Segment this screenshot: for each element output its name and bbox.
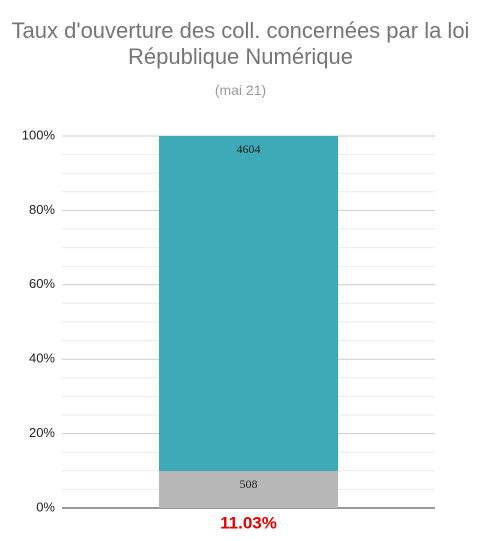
data-label: 508 xyxy=(240,477,258,491)
chart-subtitle: (mai 21) xyxy=(214,82,267,98)
bar-segment xyxy=(158,471,339,508)
y-tick-label: 100% xyxy=(22,127,56,142)
x-tick-label: 11.03% xyxy=(220,513,277,532)
bar-segment xyxy=(158,136,339,472)
y-tick-label: 80% xyxy=(29,202,55,217)
data-label: 4604 xyxy=(237,142,261,156)
y-tick-label: 0% xyxy=(36,499,55,514)
y-tick-label: 60% xyxy=(29,276,55,291)
y-tick-label: 40% xyxy=(29,351,55,366)
y-tick-label: 20% xyxy=(29,425,55,440)
chart-title: Taux d'ouverture des coll. concernées pa… xyxy=(11,18,470,69)
